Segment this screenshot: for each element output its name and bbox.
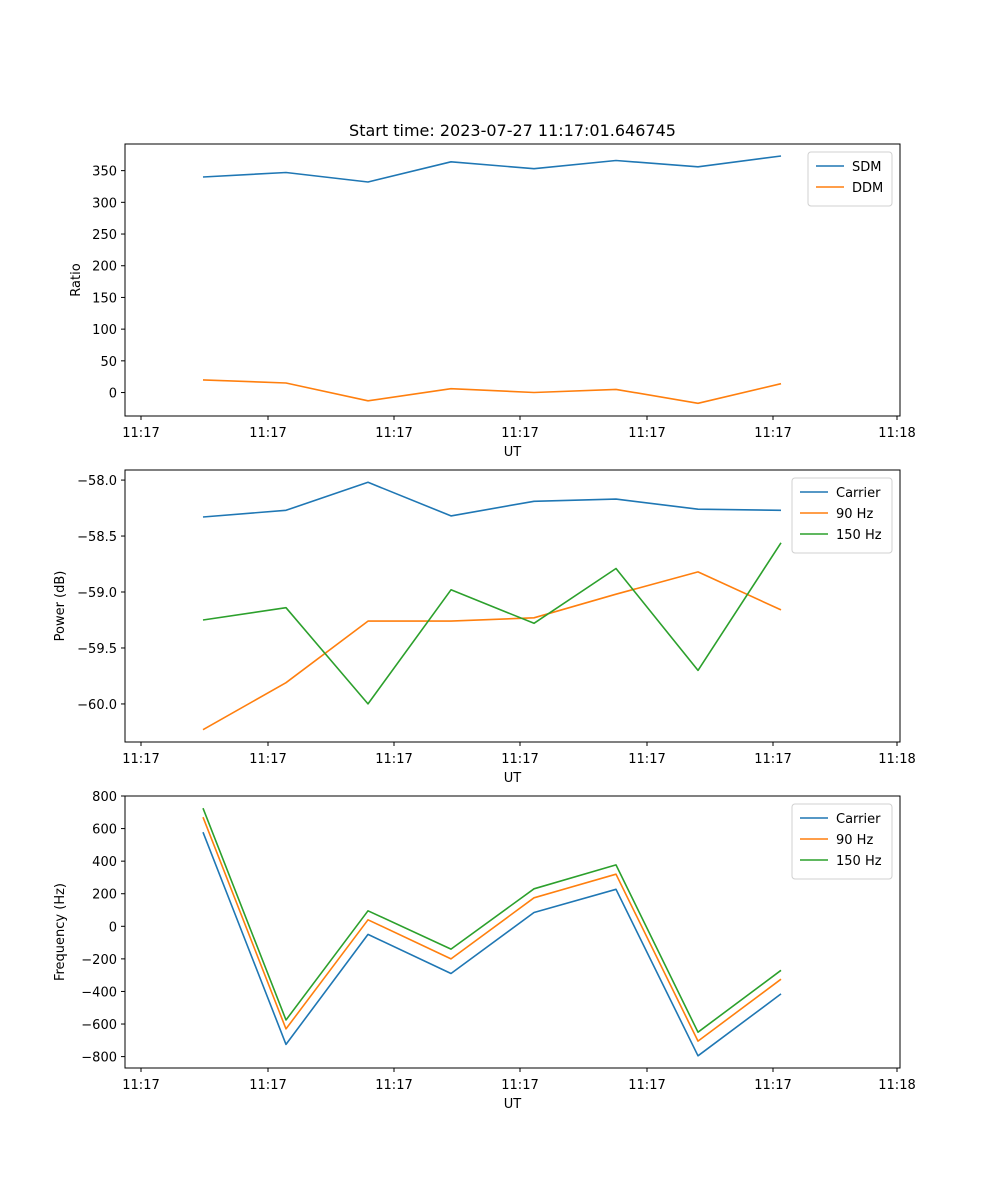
y-tick-label: −200 (81, 953, 117, 968)
x-tick-label: 11:17 (122, 426, 159, 441)
series-line-90-hz (202, 571, 782, 731)
legend-label: 150 Hz (836, 528, 882, 543)
series-line-150-hz (202, 542, 782, 705)
y-tick-label: 100 (92, 323, 117, 338)
y-tick-label: 800 (92, 790, 117, 805)
plot-frame (124, 469, 901, 743)
legend-label: Carrier (836, 486, 881, 501)
y-axis-label: Ratio (69, 263, 84, 296)
y-tick-label: 400 (92, 855, 117, 870)
x-tick-label: 11:17 (375, 752, 412, 767)
x-tick-label: 11:17 (501, 426, 538, 441)
series-line-90-hz (202, 816, 782, 1042)
y-tick-label: 600 (92, 823, 117, 838)
x-tick-label: 11:17 (754, 752, 791, 767)
x-tick-label: 11:17 (249, 426, 286, 441)
chart-title: Start time: 2023-07-27 11:17:01.646745 (349, 121, 676, 140)
x-tick-label: 11:18 (878, 1078, 915, 1093)
y-tick-label: −400 (81, 985, 117, 1000)
y-tick-label: 350 (92, 165, 117, 180)
x-tick-label: 11:17 (754, 1078, 791, 1093)
legend-label: DDM (852, 181, 883, 196)
y-tick-label: 200 (92, 888, 117, 903)
x-tick-label: 11:17 (628, 426, 665, 441)
plot-frame (124, 143, 901, 417)
y-tick-label: −60.0 (77, 698, 117, 713)
y-tick-label: 200 (92, 260, 117, 275)
y-axis-label: Frequency (Hz) (53, 883, 68, 981)
x-tick-label: 11:17 (249, 752, 286, 767)
y-tick-label: 150 (92, 291, 117, 306)
series-line-carrier (202, 481, 782, 518)
x-tick-label: 11:17 (122, 1078, 159, 1093)
x-tick-label: 11:17 (249, 1078, 286, 1093)
y-tick-label: 0 (109, 387, 117, 402)
legend-label: 90 Hz (836, 507, 873, 522)
plot-frame (124, 795, 901, 1069)
series-line-carrier (202, 831, 782, 1057)
y-tick-label: 50 (100, 355, 117, 370)
series-line-sdm (202, 155, 782, 183)
x-axis-label: UT (504, 771, 522, 786)
chart-panel-3: −800 −600 −400 −200 0 200 400 600 800 11:17 11:17 1… (53, 790, 916, 1112)
chart-panel-2: −60.0 −59.5 −59.0 −58.5 −58.0 11:17 11:17 11:17… (53, 469, 916, 786)
x-tick-label: 11:17 (628, 752, 665, 767)
legend-label: 90 Hz (836, 833, 873, 848)
y-tick-label: −800 (81, 1051, 117, 1066)
x-tick-label: 11:17 (375, 426, 412, 441)
legend-label: Carrier (836, 812, 881, 827)
y-tick-label: 0 (109, 920, 117, 935)
y-tick-label: −600 (81, 1018, 117, 1033)
x-tick-label: 11:17 (122, 752, 159, 767)
chart-panel-1: Start time: 2023-07-27 11:17:01.646745 0 5… (69, 121, 916, 460)
x-axis-label: UT (504, 445, 522, 460)
y-tick-label: 250 (92, 228, 117, 243)
x-tick-label: 11:17 (754, 426, 791, 441)
y-tick-label: −58.5 (77, 530, 117, 545)
x-tick-label: 11:17 (501, 752, 538, 767)
x-tick-label: 11:17 (375, 1078, 412, 1093)
legend-label: 150 Hz (836, 854, 882, 869)
y-tick-label: −59.0 (77, 586, 117, 601)
series-line-150-hz (202, 807, 782, 1033)
legend-label: SDM (852, 160, 881, 175)
series-line-ddm (202, 379, 782, 405)
x-tick-label: 11:17 (501, 1078, 538, 1093)
y-tick-label: 300 (92, 196, 117, 211)
y-tick-label: −59.5 (77, 642, 117, 657)
x-tick-label: 11:18 (878, 426, 915, 441)
y-axis-label: Power (dB) (53, 571, 68, 642)
x-axis-label: UT (504, 1097, 522, 1112)
x-tick-label: 11:17 (628, 1078, 665, 1093)
x-tick-label: 11:18 (878, 752, 915, 767)
y-tick-label: −58.0 (77, 474, 117, 489)
